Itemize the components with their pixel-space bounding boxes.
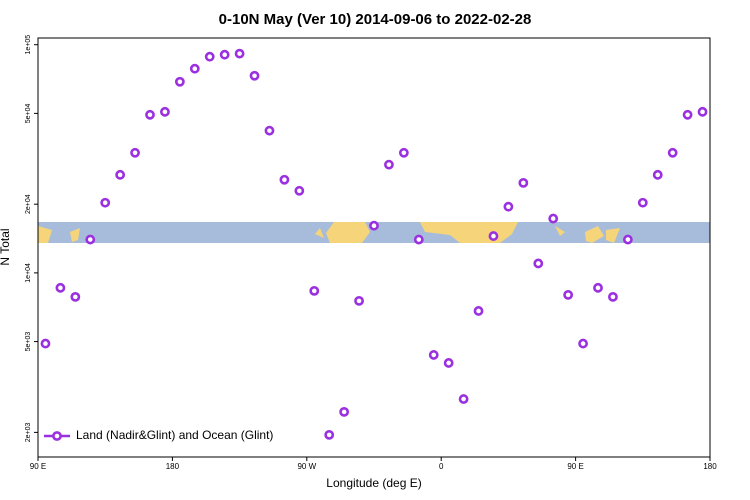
- point: [100, 197, 111, 208]
- point: [593, 282, 603, 293]
- y-tick-label: 1e+04: [25, 263, 32, 283]
- y-tick-label: 2e+03: [25, 422, 32, 442]
- point: [264, 125, 275, 136]
- point: [55, 282, 66, 293]
- point: [174, 76, 185, 87]
- point: [234, 48, 245, 59]
- point: [369, 220, 379, 231]
- legend-marker: [52, 431, 62, 441]
- land: [555, 226, 565, 236]
- point: [40, 338, 51, 349]
- point: [637, 197, 648, 208]
- point: [70, 291, 81, 302]
- point: [548, 213, 559, 224]
- plot-frame: [37, 37, 711, 458]
- point: [443, 358, 454, 368]
- point: [219, 49, 230, 60]
- point: [249, 70, 260, 81]
- point: [533, 258, 544, 269]
- point: [563, 289, 574, 300]
- point: [115, 169, 126, 180]
- chart-title: 0-10N May (Ver 10) 2014-09-06 to 2022-02…: [219, 11, 532, 28]
- point: [85, 234, 96, 245]
- point: [622, 234, 633, 245]
- x-tick-label: 180: [703, 462, 717, 471]
- point: [145, 109, 155, 120]
- point: [398, 147, 409, 158]
- point: [652, 169, 663, 180]
- ocean-band: [38, 222, 710, 243]
- point: [384, 159, 394, 170]
- x-tick-label: 90 E: [567, 462, 583, 471]
- point: [428, 350, 439, 360]
- x-tick-label: 90 W: [297, 462, 316, 471]
- land: [38, 226, 52, 243]
- point: [578, 338, 588, 349]
- y-tick-label: 5e+03: [25, 332, 32, 352]
- point: [413, 234, 424, 245]
- point: [294, 185, 305, 196]
- y-tick-label: 2e+04: [25, 194, 32, 214]
- point: [279, 174, 290, 185]
- point: [189, 63, 200, 74]
- x-tick-label: 0: [439, 462, 444, 471]
- land: [606, 228, 620, 243]
- x-axis-label: Longitude (deg E): [326, 476, 421, 490]
- point: [309, 285, 320, 296]
- legend-label: Land (Nadir&Glint) and Ocean (Glint): [76, 428, 273, 442]
- point: [204, 51, 215, 62]
- point: [339, 406, 350, 417]
- x-tick-label: 90 E: [30, 462, 46, 471]
- point: [518, 177, 529, 188]
- point: [458, 394, 469, 404]
- point: [130, 147, 140, 158]
- point: [667, 147, 678, 158]
- point: [697, 106, 708, 117]
- point: [503, 201, 514, 212]
- land: [326, 222, 370, 243]
- point: [473, 306, 484, 316]
- x-tick-label: 180: [166, 462, 180, 471]
- land: [315, 228, 324, 238]
- point: [354, 295, 364, 306]
- point: [324, 429, 335, 440]
- y-tick-label: 5e+04: [25, 103, 32, 123]
- land: [585, 226, 604, 243]
- y-tick-label: 1e+05: [25, 35, 32, 55]
- point: [488, 231, 499, 241]
- point: [682, 109, 693, 120]
- land: [70, 228, 80, 242]
- point: [160, 106, 170, 117]
- y-axis-label: N Total: [0, 228, 12, 265]
- point: [608, 291, 618, 302]
